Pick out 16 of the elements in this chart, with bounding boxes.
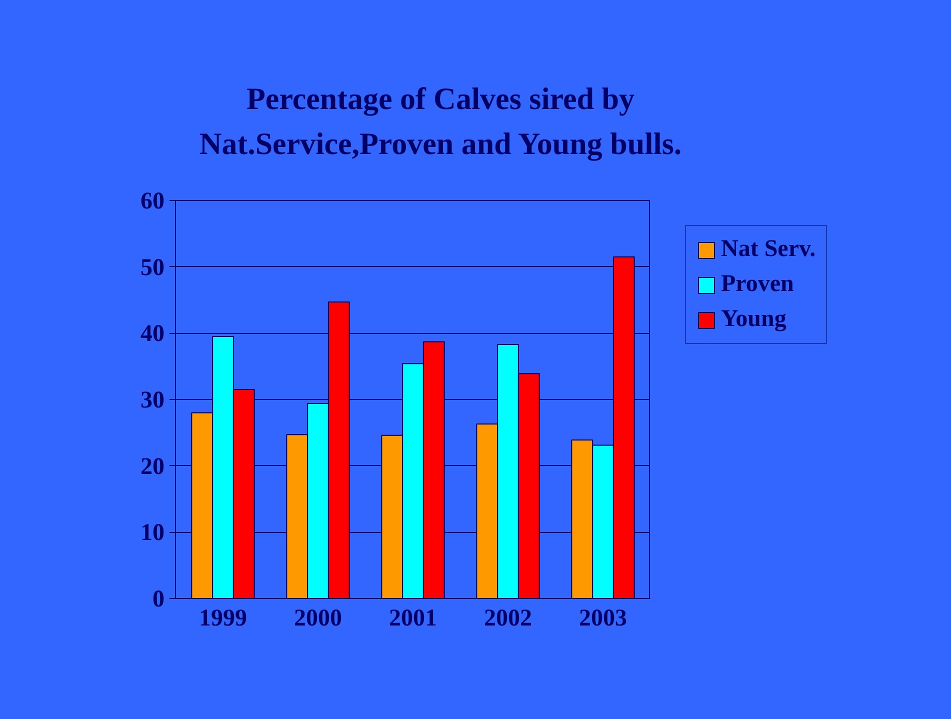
legend-label: Nat Serv. (721, 236, 816, 263)
y-tick-label: 40 (140, 321, 164, 348)
y-tick-label: 30 (140, 388, 164, 414)
x-tick-label: 2000 (294, 606, 342, 632)
y-tick-label: 10 (140, 520, 164, 546)
y-tick-label: 60 (140, 188, 164, 214)
y-tick-label: 20 (140, 454, 164, 480)
x-tick-label: 1999 (199, 606, 247, 632)
x-tick-label: 2001 (389, 606, 437, 632)
x-tick-label: 2003 (579, 606, 627, 632)
x-tick-label: 2002 (484, 606, 532, 632)
legend-label: Proven (721, 271, 794, 298)
legend-label: Young (721, 306, 786, 333)
y-tick-label: 50 (140, 254, 164, 281)
y-tick-label: 0 (152, 586, 164, 612)
chart-title: Percentage of Calves sired by Nat.Service,Proven and Young bulls. (199, 80, 682, 163)
